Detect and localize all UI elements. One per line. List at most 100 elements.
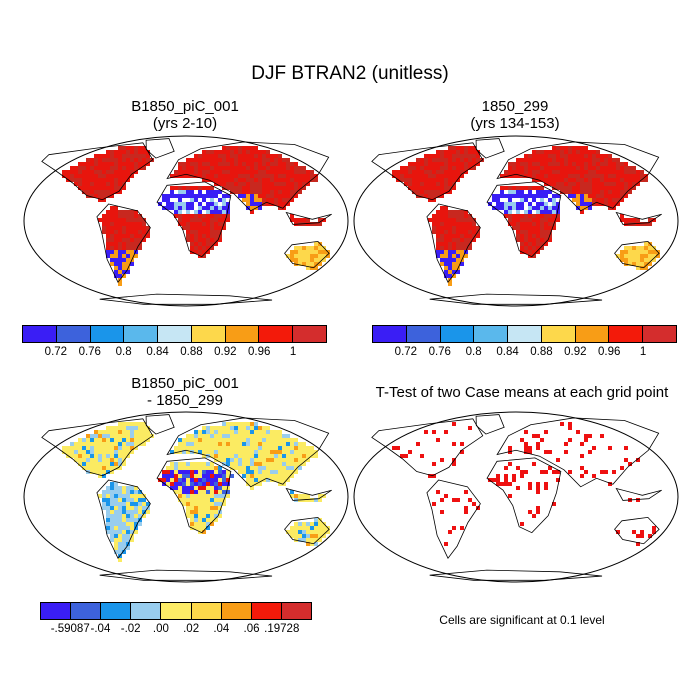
map-grid-cell [536, 170, 540, 174]
map-grid-cell [170, 190, 174, 194]
map-grid-cell [314, 242, 318, 246]
map-grid-cell [608, 162, 612, 166]
map-grid-cell [74, 442, 78, 446]
map-grid-cell [508, 482, 512, 486]
map-grid-cell [624, 170, 628, 174]
map-grid-cell [290, 470, 294, 474]
map-grid-cell [528, 486, 532, 490]
map-grid-cell [294, 466, 298, 470]
map-grid-cell [190, 246, 194, 250]
map-grid-cell [640, 534, 644, 538]
map-grid-cell [142, 222, 146, 226]
map-grid-cell [218, 206, 222, 210]
map-grid-cell [122, 154, 126, 158]
map-grid-cell [318, 250, 322, 254]
map-grid-cell [552, 202, 556, 206]
map-grid-cell [190, 522, 194, 526]
map-grid-cell [134, 498, 138, 502]
coastline-antarctica [429, 569, 603, 581]
map-grid-cell [110, 222, 114, 226]
map-grid-cell [190, 226, 194, 230]
map-grid-cell [278, 458, 282, 462]
colorbar-tick-label: 0.88 [530, 346, 553, 358]
map-grid-cell [628, 254, 632, 258]
map-grid-cell [452, 266, 456, 270]
map-grid-cell [106, 250, 110, 254]
map-grid-cell [138, 510, 142, 514]
map-grid-cell [516, 226, 520, 230]
map-grid-cell [182, 162, 186, 166]
map-grid-cell [234, 426, 238, 430]
map-grid-cell [210, 234, 214, 238]
map-grid-cell [138, 146, 142, 150]
map-grid-cell [102, 178, 106, 182]
map-grid-cell [568, 194, 572, 198]
map-grid-cell [294, 494, 298, 498]
map-grid-cell [536, 222, 540, 226]
map-grid-cell [138, 494, 142, 498]
map-grid-cell [118, 542, 122, 546]
map-grid-cell [536, 158, 540, 162]
map-grid-cell [612, 206, 616, 210]
map-grid-cell [420, 174, 424, 178]
map-grid-cell [90, 190, 94, 194]
map-grid-cell [548, 222, 552, 226]
map-grid-cell [250, 438, 254, 442]
map-grid-cell [78, 166, 82, 170]
map-grid-cell [580, 154, 584, 158]
map-grid-cell [130, 242, 134, 246]
map-grid-cell [540, 162, 544, 166]
map-grid-cell [106, 190, 110, 194]
map-grid-cell [242, 422, 246, 426]
map-grid-cell [218, 482, 222, 486]
map-grid-cell [226, 470, 230, 474]
map-grid-cell [194, 238, 198, 242]
colorbar-swatch [474, 326, 509, 342]
map-grid-cell [508, 202, 512, 206]
map-grid-cell [230, 430, 234, 434]
map-grid-cell [524, 186, 528, 190]
figure-title: DJF BTRAN2 (unitless) [251, 63, 449, 84]
map-grid-cell [110, 254, 114, 258]
map-grid-cell [198, 506, 202, 510]
map-grid-cell [444, 274, 448, 278]
map-grid-cell [596, 202, 600, 206]
map-grid-cell [98, 474, 102, 478]
map-grid-cell [286, 474, 290, 478]
map-grid-cell [512, 194, 516, 198]
map-grid-cell [436, 230, 440, 234]
map-grid-cell [444, 238, 448, 242]
map-grid-cell [516, 222, 520, 226]
coastline-australia [284, 240, 330, 269]
map-grid-cell [194, 470, 198, 474]
map-grid-cell [528, 202, 532, 206]
map-grid-cell [94, 434, 98, 438]
map-grid-cell [604, 186, 608, 190]
map-grid-cell [298, 458, 302, 462]
map-grid-cell [134, 486, 138, 490]
map-grid-cell [210, 470, 214, 474]
map-grid-cell [190, 194, 194, 198]
map-grid-cell [218, 158, 222, 162]
map-grid-cell [472, 146, 476, 150]
map-grid-cell [134, 246, 138, 250]
map-grid-cell [122, 462, 126, 466]
map-grid-cell [238, 450, 242, 454]
colorbar-swatch [131, 603, 162, 619]
map-grid-cell [318, 218, 322, 222]
map-grid-cell [600, 182, 604, 186]
map-grid-cell [254, 166, 258, 170]
map-grid-cell [110, 526, 114, 530]
map-grid-cell [274, 174, 278, 178]
map-grid-cell [218, 438, 222, 442]
map-grid-cell [286, 162, 290, 166]
map-grid-cell [400, 178, 404, 182]
map-grid-cell [302, 166, 306, 170]
map-grid-cell [142, 422, 146, 426]
map-grid-cell [130, 438, 134, 442]
map-grid-cell [86, 458, 90, 462]
map-grid-cell [178, 478, 182, 482]
map-grid-cell [206, 478, 210, 482]
map-grid-cell [452, 218, 456, 222]
map-grid-cell [226, 422, 230, 426]
